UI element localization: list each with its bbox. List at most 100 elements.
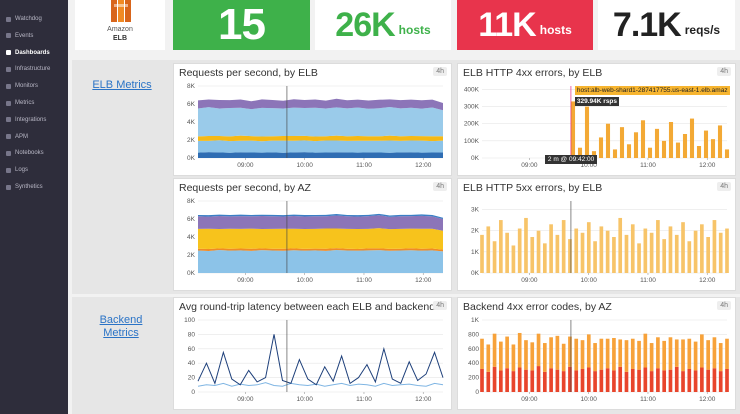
bar xyxy=(517,228,522,273)
bar xyxy=(524,340,528,370)
y-tick-label: 60 xyxy=(188,346,196,353)
nav-item[interactable]: Metrics xyxy=(6,100,64,106)
bar xyxy=(568,336,572,367)
bar xyxy=(725,338,729,369)
widget-title: Avg round-trip latency between each ELB … xyxy=(179,301,436,313)
bar xyxy=(586,222,591,273)
x-tick-label: 09:00 xyxy=(237,277,254,284)
logo-line2: ELB xyxy=(113,35,127,42)
bar xyxy=(700,224,704,273)
nav-item[interactable]: Infrastructure xyxy=(6,66,64,72)
bar xyxy=(517,367,522,392)
area-series xyxy=(198,152,443,158)
bar xyxy=(689,118,695,158)
bar xyxy=(662,239,667,273)
bar xyxy=(612,149,618,158)
nav-item[interactable]: Dashboards xyxy=(6,50,64,56)
stat-unit: hosts xyxy=(398,23,431,37)
bar xyxy=(561,371,566,392)
bar xyxy=(605,230,610,273)
nav-item[interactable]: Integrations xyxy=(6,117,64,123)
bar xyxy=(681,339,685,372)
bar xyxy=(624,340,629,372)
nav-item[interactable]: Monitors xyxy=(6,83,64,89)
nav-item[interactable]: Watchdog xyxy=(6,16,64,22)
bar xyxy=(618,366,623,392)
bar xyxy=(696,146,702,158)
y-tick-label: 200 xyxy=(468,375,479,382)
bar xyxy=(668,122,674,158)
line-series xyxy=(197,334,444,386)
nav-item[interactable]: Events xyxy=(6,33,64,39)
logo-line1: Amazon xyxy=(107,26,133,33)
bar xyxy=(674,339,679,367)
stat-value: 11K xyxy=(478,5,536,44)
stat-value: 26K xyxy=(335,5,395,44)
bar xyxy=(706,340,710,370)
nav-item[interactable]: APM xyxy=(6,134,64,140)
x-tick-label: 11:00 xyxy=(356,396,372,403)
bar xyxy=(530,342,535,371)
nav-label: Watchdog xyxy=(15,16,42,22)
bar xyxy=(593,343,597,372)
bar xyxy=(630,368,635,392)
nav-item[interactable]: Notebooks xyxy=(6,150,64,156)
x-tick-label: 12:00 xyxy=(699,396,716,403)
bar xyxy=(517,332,522,368)
bar xyxy=(712,220,717,273)
bar xyxy=(480,338,484,369)
nav-icon xyxy=(6,16,11,22)
bar xyxy=(643,333,648,368)
bar xyxy=(724,149,730,158)
elb-logo: Amazon ELB xyxy=(107,0,133,42)
bar xyxy=(637,369,641,392)
bar xyxy=(499,220,503,273)
stat-unit: hosts xyxy=(539,23,572,37)
y-tick-label: 0K xyxy=(187,155,196,162)
nav-item[interactable]: Synthetics xyxy=(6,184,64,190)
nav-icon xyxy=(6,100,11,106)
bar xyxy=(675,142,681,158)
bar xyxy=(693,230,698,273)
bar xyxy=(568,239,572,273)
bar xyxy=(511,245,516,273)
bar xyxy=(649,371,654,392)
bar xyxy=(580,232,585,273)
widget: Requests per second, by AZ 4h 0K 2K 4K 6K 8K 09… xyxy=(173,178,452,291)
widget-chart: 0K 100K 200K 300K 400K 09:00 10:00 11:00 12:00 xyxy=(464,86,730,169)
stat-unit: reqs/s xyxy=(684,23,721,37)
bar xyxy=(530,237,535,273)
y-tick-label: 6K xyxy=(187,101,196,108)
y-tick-label: 40 xyxy=(188,360,196,367)
bar xyxy=(591,151,597,158)
bar xyxy=(643,228,648,273)
bar xyxy=(717,125,723,158)
section-link[interactable]: ELB Metrics xyxy=(92,79,152,91)
y-tick-label: 2K xyxy=(187,252,196,259)
bar xyxy=(710,139,716,158)
y-tick-label: 2K xyxy=(187,137,196,144)
bar xyxy=(668,369,673,392)
nav-label: Synthetics xyxy=(15,184,43,190)
bar xyxy=(624,234,629,273)
bar xyxy=(499,341,503,371)
bar xyxy=(654,128,660,158)
line-series xyxy=(197,382,444,387)
bar xyxy=(700,367,704,392)
bar xyxy=(725,228,729,273)
widget-title: ELB HTTP 4xx errors, by ELB xyxy=(463,67,603,79)
section-link[interactable]: Backend Metrics xyxy=(99,314,143,339)
bar xyxy=(555,234,560,273)
bar xyxy=(612,338,616,371)
nav-icon xyxy=(6,66,11,72)
nav-item[interactable]: Logs xyxy=(6,167,64,173)
x-tick-label: 11:00 xyxy=(640,277,656,284)
area-series xyxy=(198,107,443,137)
widget-title: ELB HTTP 5xx errors, by ELB xyxy=(463,182,603,194)
bar xyxy=(577,147,583,158)
bar xyxy=(561,220,566,273)
bar xyxy=(599,369,604,392)
bar xyxy=(586,334,591,368)
bar xyxy=(687,241,692,273)
bar xyxy=(668,226,673,273)
